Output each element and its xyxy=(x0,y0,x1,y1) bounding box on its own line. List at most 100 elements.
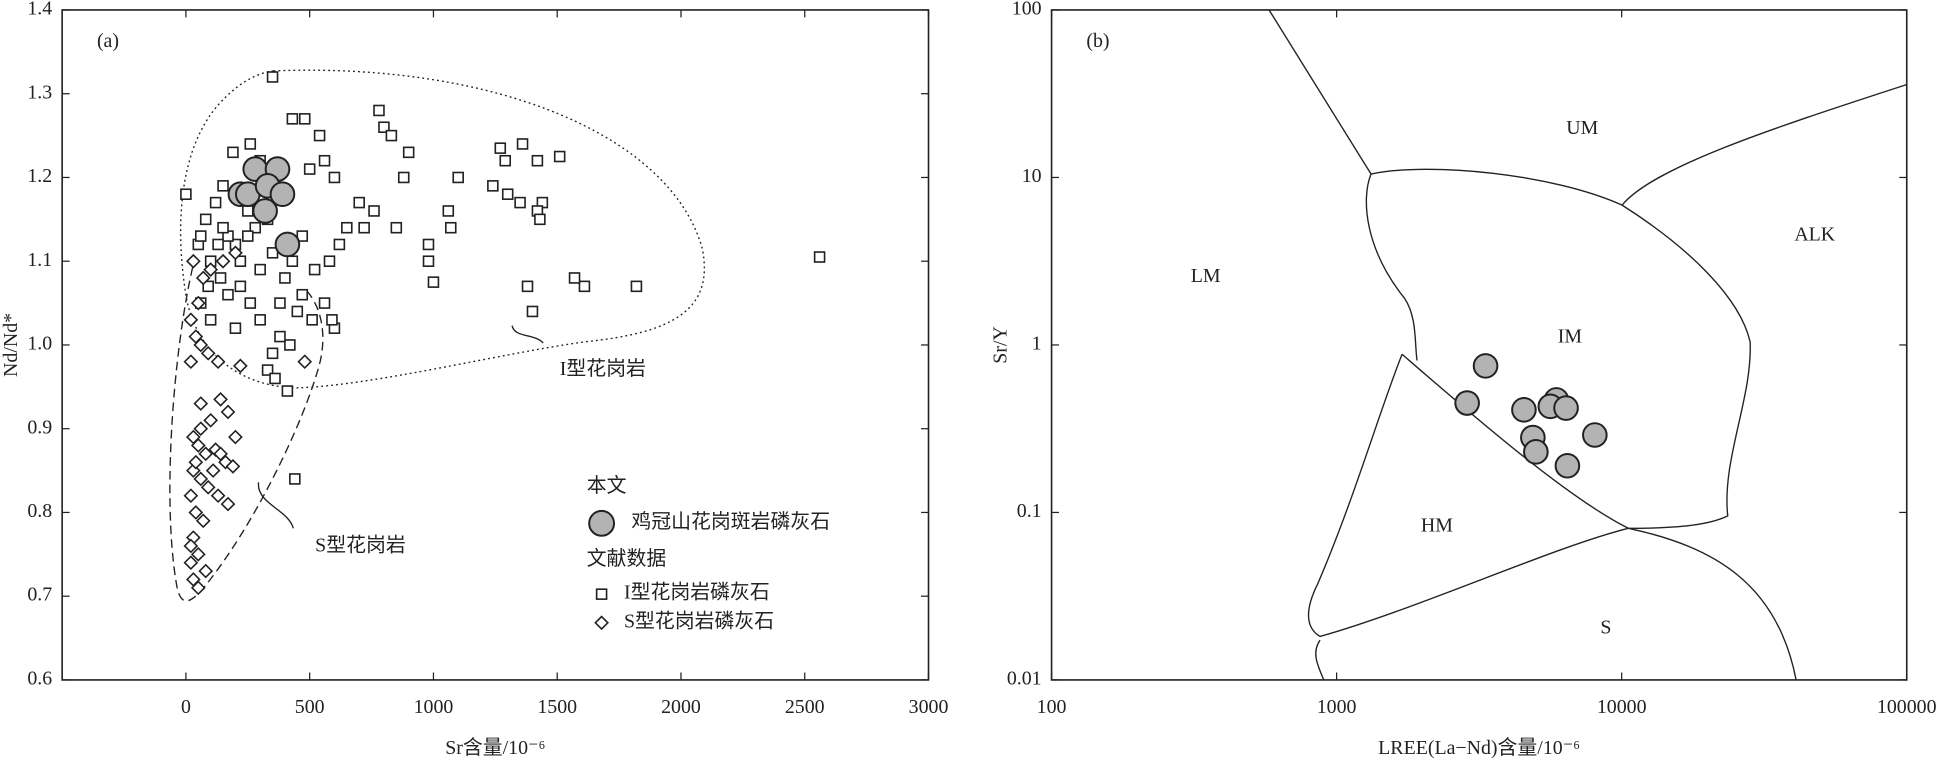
point xyxy=(204,314,217,326)
x-tick-label: 1000 xyxy=(414,696,454,718)
point xyxy=(427,276,440,288)
point xyxy=(227,146,239,159)
x-axis-label: Sr含量/10⁻⁶ xyxy=(445,737,545,759)
point xyxy=(385,129,398,142)
point xyxy=(1554,452,1581,479)
boundary xyxy=(1315,639,1325,681)
point xyxy=(183,354,199,370)
annotation: UM xyxy=(1566,117,1598,139)
point xyxy=(198,446,214,462)
point xyxy=(193,396,209,411)
legend-heading: 文献数据 xyxy=(587,548,667,570)
point xyxy=(180,188,192,200)
y-tick-label: 0.01 xyxy=(1007,668,1042,690)
point xyxy=(1454,390,1480,416)
boundary xyxy=(1307,354,1629,638)
leader xyxy=(257,482,295,529)
y-tick-label: 0.6 xyxy=(27,668,52,690)
point xyxy=(269,181,296,208)
boundary xyxy=(1621,83,1907,206)
point xyxy=(193,471,209,487)
point xyxy=(228,245,243,261)
x-tick-label: 2500 xyxy=(785,696,825,718)
point xyxy=(244,138,257,150)
point xyxy=(521,280,534,293)
point xyxy=(368,205,380,217)
point xyxy=(198,563,214,579)
point xyxy=(261,364,274,376)
point xyxy=(341,221,353,234)
point xyxy=(212,238,224,251)
point xyxy=(183,555,199,571)
point xyxy=(203,412,219,428)
point xyxy=(202,280,214,293)
point xyxy=(296,230,309,242)
point xyxy=(286,255,299,267)
point xyxy=(274,231,301,258)
point xyxy=(254,263,266,276)
annotation: S xyxy=(1600,617,1611,639)
point xyxy=(214,272,227,284)
point xyxy=(333,238,346,251)
y-axis-label: Sr/Y xyxy=(989,326,1011,364)
point xyxy=(516,138,529,150)
point xyxy=(203,262,219,277)
annotation: IM xyxy=(1558,326,1583,348)
x-tick-label: 10000 xyxy=(1597,696,1647,718)
y-axis-label: Nd/Nd* xyxy=(0,313,22,377)
point xyxy=(193,421,209,437)
point xyxy=(266,347,279,360)
boundary xyxy=(1268,9,1372,175)
point xyxy=(534,213,546,226)
point xyxy=(194,230,207,242)
point xyxy=(269,372,281,385)
field-boundaries xyxy=(1268,9,1907,681)
y-tick-label: 0.7 xyxy=(27,584,52,606)
point xyxy=(229,322,242,334)
point xyxy=(190,438,206,453)
point xyxy=(358,221,370,234)
point xyxy=(296,288,309,301)
annotation: ALK xyxy=(1794,224,1835,246)
point xyxy=(200,479,216,495)
point xyxy=(220,496,236,512)
point xyxy=(318,154,331,167)
point xyxy=(289,473,301,485)
y-tick-label: 1.4 xyxy=(27,0,52,20)
point xyxy=(813,251,826,263)
annotation: S型花岗岩 xyxy=(315,535,406,557)
point xyxy=(217,221,229,234)
legend-heading: 本文 xyxy=(587,475,627,497)
point xyxy=(213,446,228,462)
y-tick-label: 1.0 xyxy=(27,333,52,355)
point xyxy=(242,230,254,242)
panel-label: (a) xyxy=(97,30,119,52)
point xyxy=(373,104,385,117)
legend-marker xyxy=(594,615,609,631)
point xyxy=(306,314,318,326)
point xyxy=(499,154,512,167)
point xyxy=(195,270,211,286)
legend-label: I型花岗岩磷灰石 xyxy=(624,582,770,604)
point xyxy=(279,272,291,284)
point xyxy=(210,354,226,370)
y-tick-label: 1.3 xyxy=(27,81,52,103)
point xyxy=(553,150,566,163)
point xyxy=(190,580,206,596)
point xyxy=(274,297,286,309)
point xyxy=(1511,397,1537,423)
point xyxy=(254,314,266,326)
x-tick-label: 100 xyxy=(1037,696,1067,718)
point xyxy=(183,538,199,554)
point xyxy=(328,171,341,184)
point xyxy=(308,263,321,276)
annotation: LM xyxy=(1191,265,1221,287)
x-tick-label: 0 xyxy=(181,696,191,718)
point xyxy=(1523,439,1549,465)
point xyxy=(281,385,294,397)
y-tick-label: 1.1 xyxy=(27,249,52,271)
boundary xyxy=(1365,173,1418,361)
point xyxy=(234,280,247,293)
point xyxy=(442,205,455,217)
